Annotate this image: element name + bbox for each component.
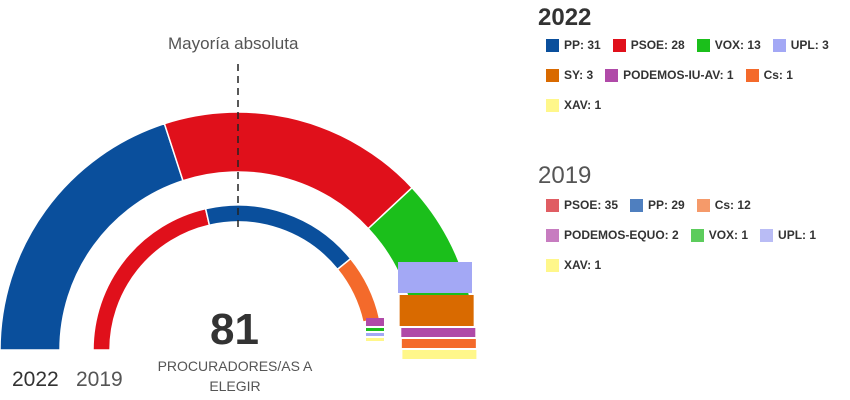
legend-item-pp: PP: 29 <box>630 198 685 212</box>
legend-title-2019: 2019 <box>538 162 592 189</box>
seat-block-2022-upl <box>398 262 472 293</box>
legend-label: PODEMOS-IU-AV: 1 <box>623 68 734 82</box>
legend-label: VOX: 13 <box>714 38 761 52</box>
legend-label: Cs: 1 <box>763 68 793 82</box>
legend-item-xav: XAV: 1 <box>546 258 601 272</box>
legend-label: VOX: 1 <box>708 228 749 242</box>
legend-item-pp: PP: 31 <box>546 38 601 52</box>
legend-item-upl: UPL: 3 <box>772 38 829 52</box>
legend-item-podemos-iu-av: PODEMOS-IU-AV: 1 <box>605 68 734 82</box>
legend-label: PSOE: 28 <box>630 38 685 52</box>
seat-block-2022-cs <box>401 339 476 348</box>
legend-label: UPL: 1 <box>778 228 817 242</box>
seat-block-2019-upl <box>366 333 384 336</box>
legend-label: XAV: 1 <box>564 258 602 272</box>
legend-swatch <box>690 228 704 242</box>
legend-label: PODEMOS-EQUO: 2 <box>564 228 679 242</box>
seat-block-2019-vox <box>366 328 384 331</box>
legend-swatch <box>546 38 559 52</box>
legend-label: XAV: 1 <box>564 98 602 112</box>
legend-item-podemos-equo: PODEMOS-EQUO: 2 <box>546 228 679 242</box>
seat-arc-2019-psoe <box>92 207 211 351</box>
total-seats-number: 81 <box>210 305 259 354</box>
seat-arc-2019-pp <box>204 204 352 271</box>
total-seats-caption: PROCURADORES/AS A ELEGIR <box>157 358 313 394</box>
legend-label: UPL: 3 <box>790 38 829 52</box>
seat-block-2019-xav <box>366 338 384 341</box>
seat-block-2019-podemos-equo <box>366 318 384 326</box>
legend-swatch <box>605 68 619 82</box>
legend-item-upl: UPL: 1 <box>760 228 816 242</box>
seat-block-2022-xav <box>402 350 477 359</box>
legend-swatch <box>696 38 710 52</box>
seat-block-2022-sy <box>399 295 474 326</box>
legend-swatch <box>630 198 644 212</box>
legend-label: Cs: 12 <box>714 198 751 212</box>
majority-label: Mayoría absoluta <box>168 34 299 53</box>
legend-item-psoe: PSOE: 35 <box>546 198 618 212</box>
legend-item-vox: VOX: 1 <box>690 228 749 242</box>
legend-swatch <box>696 198 710 212</box>
legend-swatch <box>612 38 626 52</box>
outer-ring-label: 2022 <box>12 368 59 391</box>
seat-arc-2019-cs <box>336 257 381 323</box>
legend-swatch <box>546 198 559 212</box>
legend-item-psoe: PSOE: 28 <box>612 38 685 52</box>
legend-swatch <box>546 98 559 112</box>
legend-title-2022: 2022 <box>538 4 592 31</box>
legend-label: PSOE: 35 <box>564 198 619 212</box>
legend-swatch <box>546 258 559 272</box>
legend-item-vox: VOX: 13 <box>696 38 761 52</box>
legend-label: PP: 31 <box>564 38 601 52</box>
inner-ring-label: 2019 <box>76 368 123 391</box>
legend-swatch <box>546 228 559 242</box>
legend-label: SY: 3 <box>564 68 594 82</box>
legend-item-xav: XAV: 1 <box>546 98 601 112</box>
legend-swatch <box>546 68 559 82</box>
legend-swatch <box>745 68 759 82</box>
legend-swatch <box>760 228 774 242</box>
legend-item-cs: Cs: 12 <box>696 198 751 212</box>
legend-item-cs: Cs: 1 <box>745 68 793 82</box>
seat-block-2022-podemos-iu-av <box>401 328 476 337</box>
legend-item-sy: SY: 3 <box>546 68 593 82</box>
legend-swatch <box>772 38 786 52</box>
legend-label: PP: 29 <box>648 198 685 212</box>
